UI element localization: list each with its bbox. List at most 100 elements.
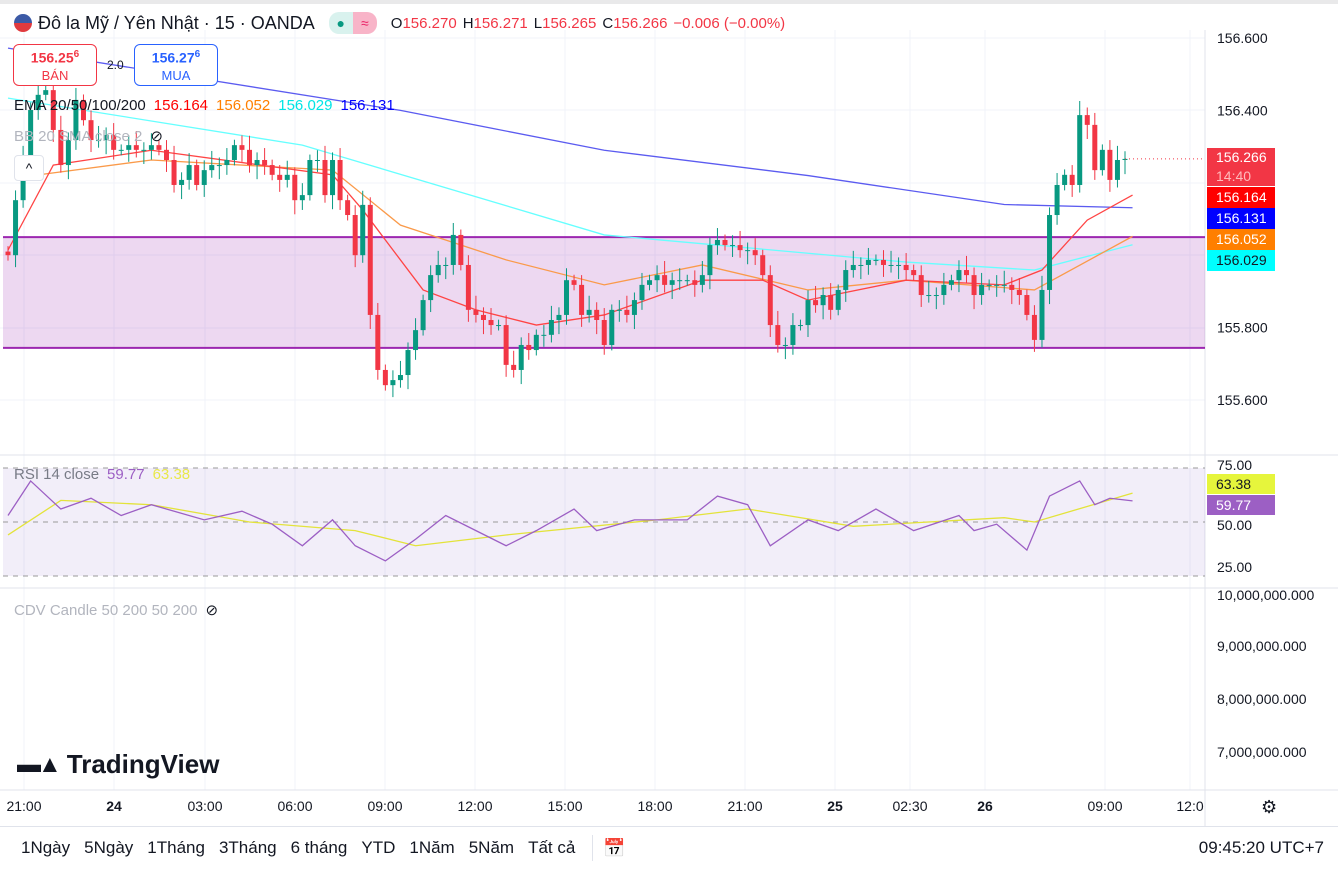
time-tick: 21:00 xyxy=(6,798,42,814)
candle-body xyxy=(511,364,517,370)
candle-body xyxy=(1107,149,1113,180)
candle-body xyxy=(662,275,668,285)
candle-body xyxy=(299,195,305,201)
candle-body xyxy=(684,280,690,282)
range-button[interactable]: 1Ngày xyxy=(21,838,71,857)
candle-body xyxy=(843,270,849,290)
range-button[interactable]: 6 tháng xyxy=(290,838,348,857)
candle-body xyxy=(194,165,200,185)
candle-body xyxy=(397,375,403,381)
time-tick: 12:0 xyxy=(1176,798,1204,814)
time-tick: 12:00 xyxy=(457,798,493,814)
candle-body xyxy=(714,239,720,246)
candle-body xyxy=(480,314,486,320)
candle-body xyxy=(65,140,71,166)
candle-body xyxy=(428,275,434,301)
chart-header: Đô la Mỹ / Yên Nhật · 15 · OANDA ● ≈ O156… xyxy=(14,12,785,34)
candle-body xyxy=(443,264,449,266)
candle-body xyxy=(1092,124,1098,171)
candle-body xyxy=(420,300,426,331)
candle-body xyxy=(450,234,456,265)
bottom-toolbar: 1Ngày 5Ngày 1Tháng 3Tháng 6 tháng YTD 1Năm 5Năm… xyxy=(0,826,1338,869)
ema200-price-label: 156.131 xyxy=(1207,208,1275,229)
candle-body xyxy=(609,309,615,345)
candle-body xyxy=(730,245,736,247)
candle-body xyxy=(360,204,366,256)
candle-body xyxy=(1084,115,1090,125)
candle-body xyxy=(247,149,253,166)
delayed-icon: ≈ xyxy=(352,12,377,34)
range-button[interactable]: 1Tháng xyxy=(147,838,205,857)
range-button[interactable]: Tất cả xyxy=(528,838,576,857)
spread-value: 2.0 xyxy=(107,58,124,72)
candle-body xyxy=(43,90,49,95)
candle-body xyxy=(330,159,336,196)
hidden-eye-icon[interactable]: ⊘ xyxy=(150,128,163,145)
rsi-legend[interactable]: RSI 14 close 59.77 63.38 xyxy=(14,466,191,483)
candle-body xyxy=(1031,314,1037,340)
market-status-pill[interactable]: ● ≈ xyxy=(328,12,377,34)
candle-body xyxy=(1039,289,1045,340)
candle-body xyxy=(586,309,592,315)
tv-logo-icon: ▬▲ xyxy=(17,750,62,778)
candle-body xyxy=(473,309,479,315)
range-button[interactable]: 5Ngày xyxy=(84,838,134,857)
tradingview-logo[interactable]: ▬▲ TradingView xyxy=(17,749,220,779)
candle-body xyxy=(488,319,494,326)
time-tick: 09:00 xyxy=(367,798,403,814)
ema20-price-label: 156.164 xyxy=(1207,187,1275,208)
candle-body xyxy=(941,284,947,296)
candle-body xyxy=(541,334,547,336)
ema-legend[interactable]: EMA 20/50/100/200 156.164 156.052 156.029 15… xyxy=(14,97,395,114)
candle-body xyxy=(367,204,373,315)
candle-body xyxy=(103,135,109,141)
candle-body xyxy=(322,159,328,196)
candle-body xyxy=(850,264,856,271)
hidden-eye-icon[interactable]: ⊘ xyxy=(205,602,219,619)
calendar-goto-icon[interactable]: 📅 xyxy=(603,837,626,858)
candle-body xyxy=(745,250,751,252)
time-tick: 26 xyxy=(977,798,993,814)
rsi-tick-50: 50.00 xyxy=(1217,517,1253,533)
candle-body xyxy=(126,145,132,150)
symbol-title[interactable]: Đô la Mỹ / Yên Nhật · 15 · OANDA xyxy=(38,12,315,33)
cdv-legend[interactable]: CDV Candle 50 200 50 200 ⊘ xyxy=(14,602,219,619)
time-tick: 24 xyxy=(106,798,122,814)
range-button[interactable]: 1Năm xyxy=(409,838,455,857)
range-button[interactable]: 5Năm xyxy=(468,838,515,857)
candle-body xyxy=(631,300,637,315)
candle-body xyxy=(1069,174,1075,185)
candle-body xyxy=(1122,158,1128,160)
rsi-line xyxy=(7,479,1133,562)
candle-body xyxy=(775,325,781,345)
candle-body xyxy=(813,300,819,306)
candle-body xyxy=(413,330,419,351)
collapse-legend-button[interactable]: ^ xyxy=(14,155,44,181)
candle-body xyxy=(262,159,268,166)
candle-body xyxy=(503,325,509,365)
candle-body xyxy=(571,280,577,285)
range-button[interactable]: 3Tháng xyxy=(218,838,277,857)
price-tick: 156.600 xyxy=(1217,30,1268,46)
candle-body xyxy=(118,149,124,151)
candle-body xyxy=(677,280,683,282)
candle-body xyxy=(526,344,532,351)
candle-body xyxy=(1047,215,1053,290)
candle-body xyxy=(88,120,94,141)
candle-body xyxy=(518,344,524,370)
sell-button[interactable]: 156.256 BÁN xyxy=(13,44,97,86)
candle-body xyxy=(1001,284,1007,286)
clock[interactable]: 09:45:20 UTC+7 xyxy=(1198,838,1324,857)
candle-body xyxy=(13,200,19,256)
candle-body xyxy=(616,309,622,311)
buy-button[interactable]: 156.276 MUA xyxy=(134,44,218,86)
candle-body xyxy=(790,325,796,345)
range-button[interactable]: YTD xyxy=(361,838,396,857)
candle-body xyxy=(865,259,871,265)
rsi-value-label: 59.77 xyxy=(1207,495,1275,515)
candle-body xyxy=(692,280,698,285)
bb-legend[interactable]: BB 20 SMA close 2 ⊘ xyxy=(14,128,163,145)
settings-icon[interactable]: ⚙ xyxy=(1261,797,1278,817)
